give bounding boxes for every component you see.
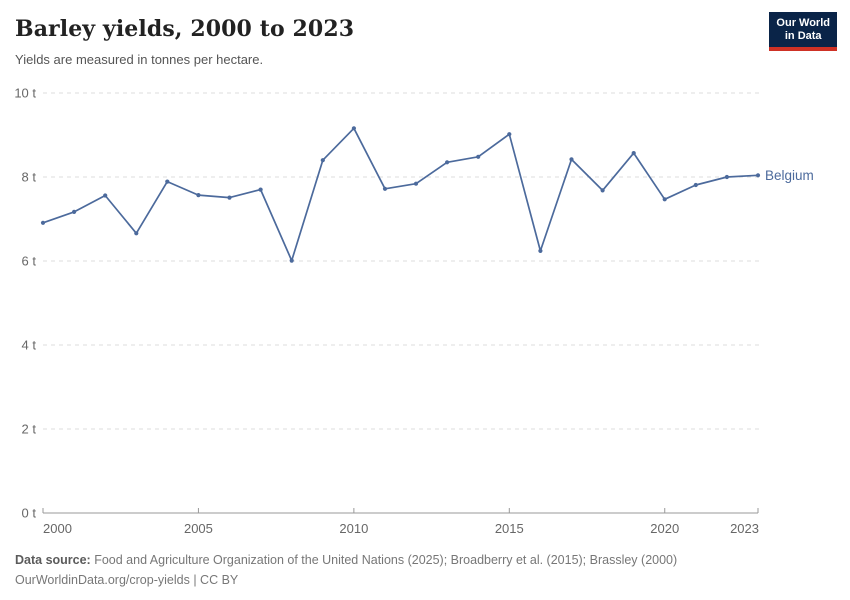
data-source-label: Data source:	[15, 553, 91, 567]
data-point-marker[interactable]	[600, 188, 605, 193]
x-axis-tick-label: 2023	[730, 521, 759, 536]
data-point-marker[interactable]	[320, 158, 325, 163]
data-point-marker[interactable]	[382, 186, 388, 191]
y-axis-tick-label: 0 t	[22, 506, 37, 521]
y-axis-tick-label: 6 t	[22, 254, 37, 269]
data-point-marker[interactable]	[413, 181, 419, 186]
license-text: | CC BY	[189, 573, 239, 587]
x-axis-tick-label: 2000	[43, 521, 72, 536]
attribution-line: OurWorldinData.org/crop-yields | CC BY	[15, 570, 677, 590]
data-point-marker[interactable]	[72, 209, 77, 214]
data-point-marker[interactable]	[538, 248, 543, 253]
data-point-marker[interactable]	[755, 173, 761, 178]
y-axis-tick-label: 10 t	[14, 86, 36, 101]
data-point-marker[interactable]	[289, 258, 294, 263]
chart-footer: Data source: Food and Agriculture Organi…	[15, 550, 677, 590]
data-point-marker[interactable]	[507, 132, 512, 137]
data-point-marker[interactable]	[165, 179, 170, 184]
chart-title: Barley yields, 2000 to 2023	[15, 16, 355, 42]
data-point-marker[interactable]	[103, 193, 108, 198]
owid-logo-line2: in Data	[784, 30, 822, 42]
x-axis-tick-label: 2005	[184, 521, 213, 536]
owid-logo[interactable]: Our World in Data	[769, 12, 837, 51]
y-axis-tick-label: 2 t	[22, 422, 37, 437]
y-axis-tick-label: 4 t	[22, 338, 37, 353]
data-point-marker[interactable]	[134, 231, 139, 236]
owid-logo-line1: Our World	[776, 17, 830, 29]
data-point-marker[interactable]	[693, 182, 698, 188]
x-axis-tick-label: 2010	[339, 521, 368, 536]
data-source-line: Data source: Food and Agriculture Organi…	[15, 550, 677, 570]
data-point-marker[interactable]	[227, 195, 232, 200]
data-point-marker[interactable]	[631, 151, 636, 156]
data-point-marker[interactable]	[724, 174, 730, 180]
data-point-marker[interactable]	[476, 154, 481, 159]
data-point-marker[interactable]	[258, 187, 263, 192]
line-series-belgium[interactable]	[42, 127, 759, 262]
data-point-marker[interactable]	[351, 126, 356, 131]
data-point-marker[interactable]	[445, 160, 450, 165]
data-point-marker[interactable]	[662, 197, 667, 202]
data-point-marker[interactable]	[569, 157, 574, 162]
data-point-marker[interactable]	[196, 193, 201, 198]
data-point-marker[interactable]	[40, 220, 46, 225]
x-axis-tick-label: 2020	[650, 521, 679, 536]
owid-url-link[interactable]: OurWorldinData.org/crop-yields	[15, 573, 190, 587]
data-source-text: Food and Agriculture Organization of the…	[90, 553, 678, 567]
series-label-belgium[interactable]: Belgium	[765, 168, 814, 183]
y-axis-tick-label: 8 t	[22, 170, 37, 185]
x-axis-tick-label: 2015	[495, 521, 524, 536]
chart-subtitle: Yields are measured in tonnes per hectar…	[15, 52, 264, 67]
